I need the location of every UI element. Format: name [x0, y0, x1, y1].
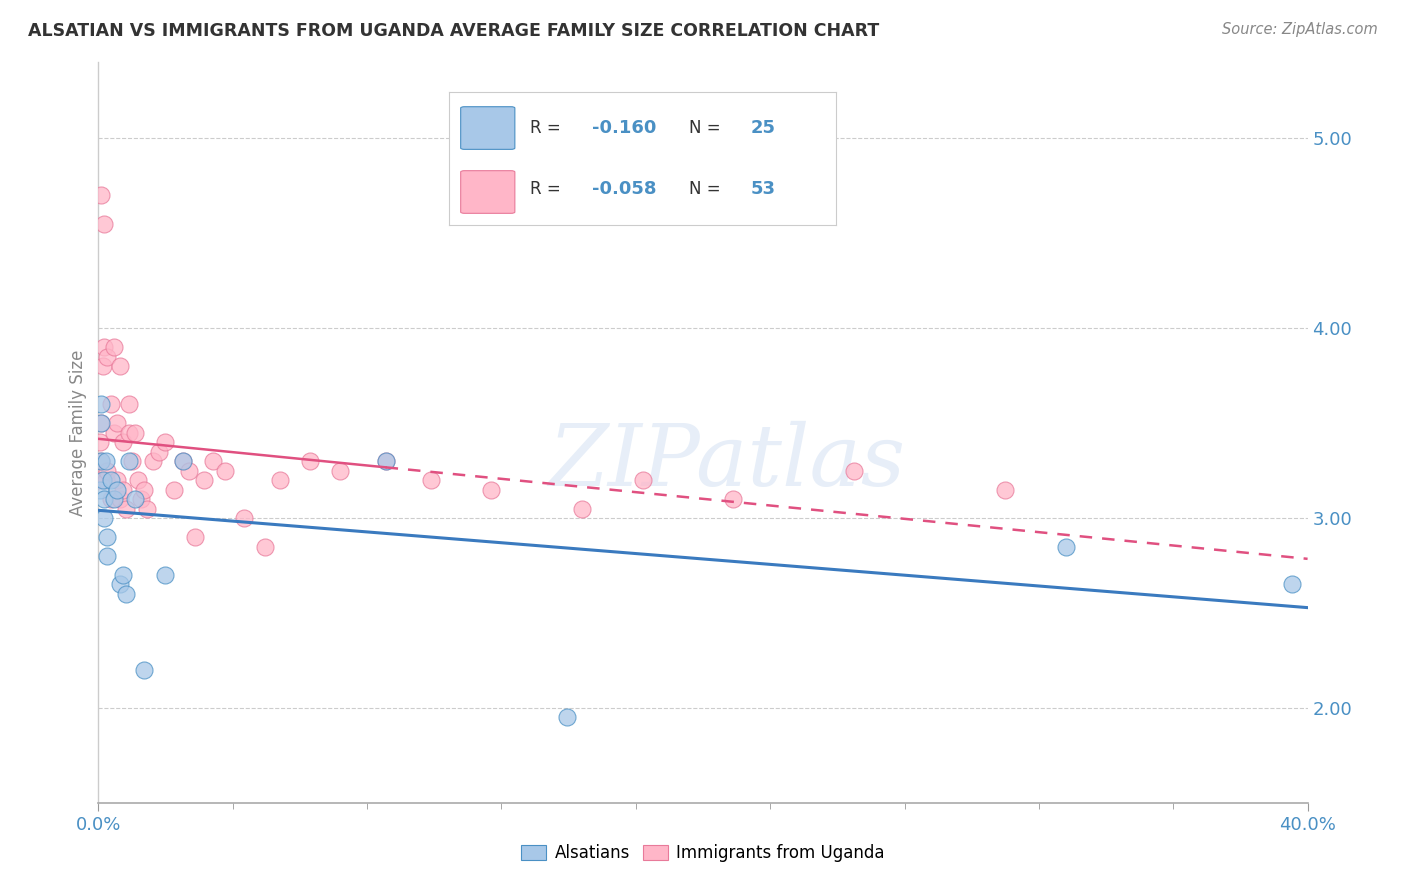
Point [571, 501, 593, 516]
Point [90, 397, 112, 411]
Point [105, 473, 128, 487]
Point [91, 359, 114, 374]
Point [253, 540, 276, 554]
Point [94, 473, 117, 487]
Point [89, 473, 111, 487]
Point [124, 425, 146, 440]
Point [153, 568, 176, 582]
Point [132, 483, 155, 497]
Point [153, 435, 176, 450]
Point [90, 454, 112, 468]
Point [118, 454, 141, 468]
Point [118, 425, 141, 440]
Point [90, 188, 112, 202]
Point [631, 473, 654, 487]
Point [1054, 540, 1077, 554]
Point [114, 501, 136, 516]
Point [103, 491, 125, 506]
Legend: Alsatians, Immigrants from Uganda: Alsatians, Immigrants from Uganda [515, 838, 891, 869]
Point [90, 416, 112, 430]
Point [93, 217, 115, 231]
Point [93, 491, 115, 506]
Point [129, 491, 152, 506]
Point [374, 454, 396, 468]
Point [103, 340, 125, 354]
Point [96, 464, 118, 478]
Point [179, 464, 201, 478]
Point [184, 530, 207, 544]
Point [96, 530, 118, 544]
Point [299, 454, 322, 468]
Point [1281, 577, 1303, 591]
Point [96, 549, 118, 563]
Point [172, 454, 194, 468]
Point [172, 454, 194, 468]
Point [91, 473, 114, 487]
Point [844, 464, 866, 478]
Point [555, 710, 578, 724]
Point [103, 425, 125, 440]
Point [93, 511, 115, 525]
Point [114, 587, 136, 601]
Point [108, 577, 131, 591]
Point [142, 454, 165, 468]
Text: ZIPatlas: ZIPatlas [548, 421, 905, 504]
Point [132, 663, 155, 677]
Point [148, 444, 170, 458]
Point [105, 483, 128, 497]
Point [111, 568, 134, 582]
Point [121, 454, 143, 468]
Point [89, 483, 111, 497]
Point [481, 483, 503, 497]
Point [100, 473, 122, 487]
Point [105, 416, 128, 430]
Point [723, 491, 745, 506]
Text: ALSATIAN VS IMMIGRANTS FROM UGANDA AVERAGE FAMILY SIZE CORRELATION CHART: ALSATIAN VS IMMIGRANTS FROM UGANDA AVERA… [28, 22, 879, 40]
Point [269, 473, 291, 487]
Point [127, 473, 149, 487]
Point [93, 340, 115, 354]
Point [202, 454, 225, 468]
Point [214, 464, 236, 478]
Point [124, 491, 146, 506]
Point [329, 464, 352, 478]
Point [89, 435, 111, 450]
Point [90, 416, 112, 430]
Point [193, 473, 215, 487]
Point [163, 483, 186, 497]
Point [96, 350, 118, 364]
Point [118, 397, 141, 411]
Point [108, 491, 131, 506]
Point [994, 483, 1017, 497]
Point [111, 483, 134, 497]
Point [420, 473, 443, 487]
Point [108, 359, 131, 374]
Point [374, 454, 396, 468]
Text: Source: ZipAtlas.com: Source: ZipAtlas.com [1222, 22, 1378, 37]
Point [94, 454, 117, 468]
Point [111, 435, 134, 450]
Point [135, 501, 157, 516]
Point [100, 491, 122, 506]
Y-axis label: Average Family Size: Average Family Size [69, 350, 87, 516]
Point [232, 511, 254, 525]
Point [100, 397, 122, 411]
Point [90, 454, 112, 468]
